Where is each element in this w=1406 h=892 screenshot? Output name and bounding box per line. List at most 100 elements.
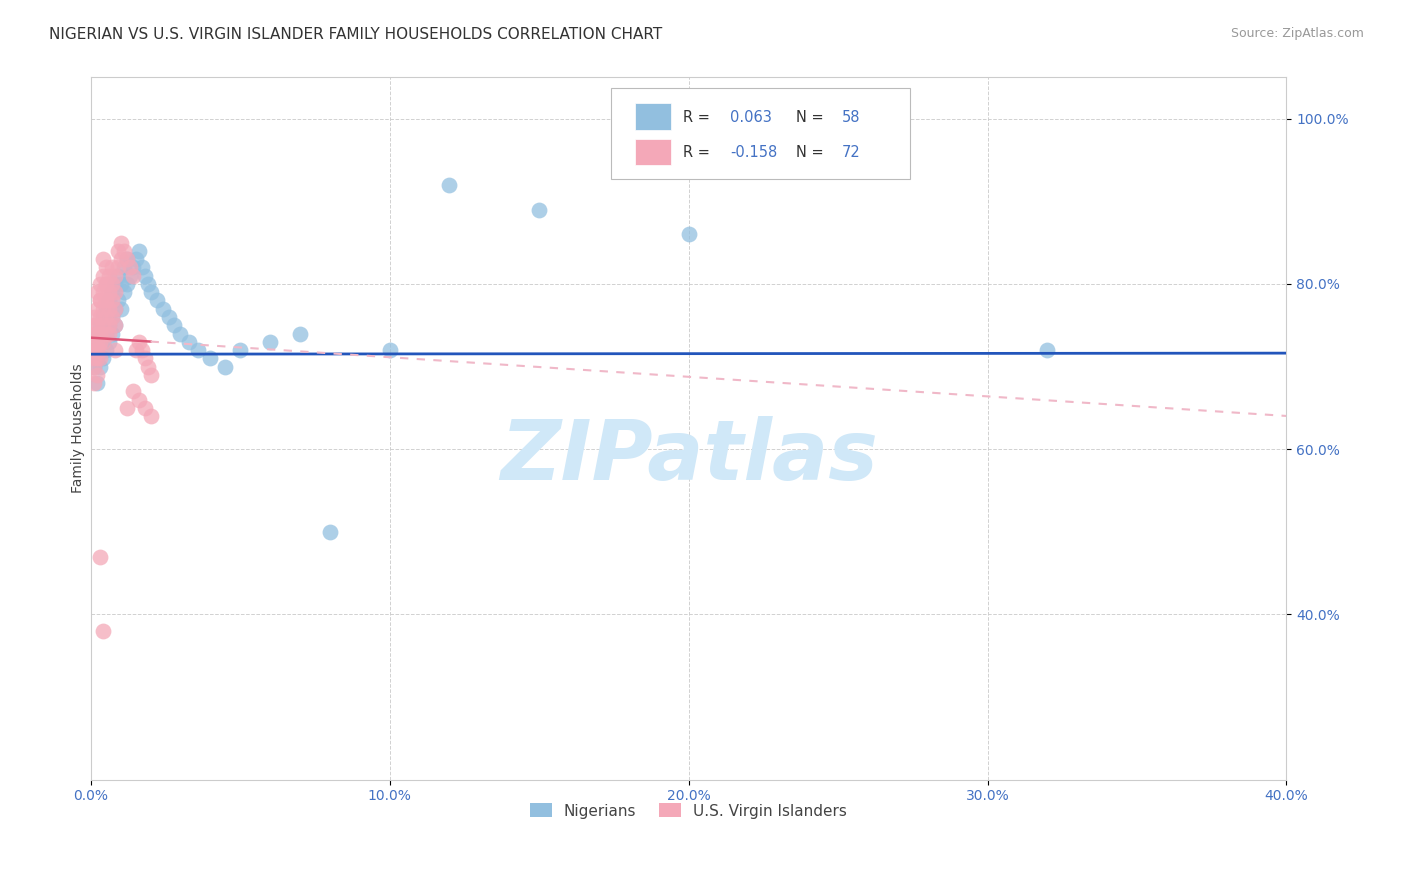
Bar [636,103,671,130]
Point [89,334,111,349]
Point [100,285,122,300]
Point [89,549,111,564]
Point [97,301,120,316]
Point [134,351,156,366]
Point [86,351,108,366]
Point [94,326,117,341]
Text: Source: ZipAtlas.com: Source: ZipAtlas.com [1230,27,1364,40]
Point [145,293,167,308]
Point [288,326,311,341]
Point [378,343,401,357]
Point [97,293,120,308]
Point [89,293,111,308]
Point [139,368,162,382]
Text: N =: N = [796,145,828,160]
Point [83,376,105,390]
Point [439,178,461,192]
Point [100,277,122,291]
Point [94,318,117,333]
Text: 58: 58 [842,110,860,125]
Point [107,260,129,275]
Point [179,334,201,349]
Point [104,301,127,316]
Point [94,277,117,291]
Point [110,252,132,267]
Point [83,359,105,374]
Point [94,301,117,316]
Point [112,244,135,258]
Point [104,318,127,333]
Point [136,359,159,374]
Point [107,293,129,308]
Point [118,268,141,283]
Point [94,293,117,308]
Point [83,351,105,366]
Point [115,401,138,415]
Point [118,260,141,275]
Y-axis label: Family Households: Family Households [72,364,86,493]
Point [97,318,120,333]
Bar [636,138,671,165]
Text: R =: R = [683,110,714,125]
Point [89,318,111,333]
Point [139,409,162,424]
Point [112,260,135,275]
Point [86,326,108,341]
Point [94,310,117,324]
Point [187,343,209,357]
Point [678,227,700,242]
Text: ZIPatlas: ZIPatlas [499,416,877,497]
Point [104,268,127,283]
Point [91,268,114,283]
Point [91,334,114,349]
Point [128,334,150,349]
Point [128,392,150,407]
Point [86,351,108,366]
Point [83,318,105,333]
Text: NIGERIAN VS U.S. VIRGIN ISLANDER FAMILY HOUSEHOLDS CORRELATION CHART: NIGERIAN VS U.S. VIRGIN ISLANDER FAMILY … [49,27,662,42]
Point [121,260,143,275]
Point [100,260,122,275]
Point [104,343,127,357]
Point [83,326,105,341]
Point [115,252,138,267]
Point [91,285,114,300]
Point [1036,343,1059,357]
Point [86,343,108,357]
Point [97,268,120,283]
Point [83,334,105,349]
FancyBboxPatch shape [612,88,910,179]
Point [157,310,180,324]
Point [97,326,120,341]
Point [97,334,120,349]
Point [86,301,108,316]
Point [107,244,129,258]
Point [94,326,117,341]
Point [89,293,111,308]
Point [89,343,111,357]
Point [107,268,129,283]
Point [97,285,120,300]
Point [83,310,105,324]
Point [124,343,146,357]
Point [259,334,281,349]
Point [229,343,252,357]
Point [86,376,108,390]
Point [91,318,114,333]
Point [121,268,143,283]
Point [97,318,120,333]
Point [91,301,114,316]
Point [94,277,117,291]
Point [86,326,108,341]
Point [169,326,191,341]
Point [86,285,108,300]
Point [91,310,114,324]
Point [91,334,114,349]
Point [110,235,132,250]
Text: -0.158: -0.158 [731,145,778,160]
Point [121,384,143,399]
Point [91,252,114,267]
Point [134,268,156,283]
Point [91,351,114,366]
Point [86,368,108,382]
